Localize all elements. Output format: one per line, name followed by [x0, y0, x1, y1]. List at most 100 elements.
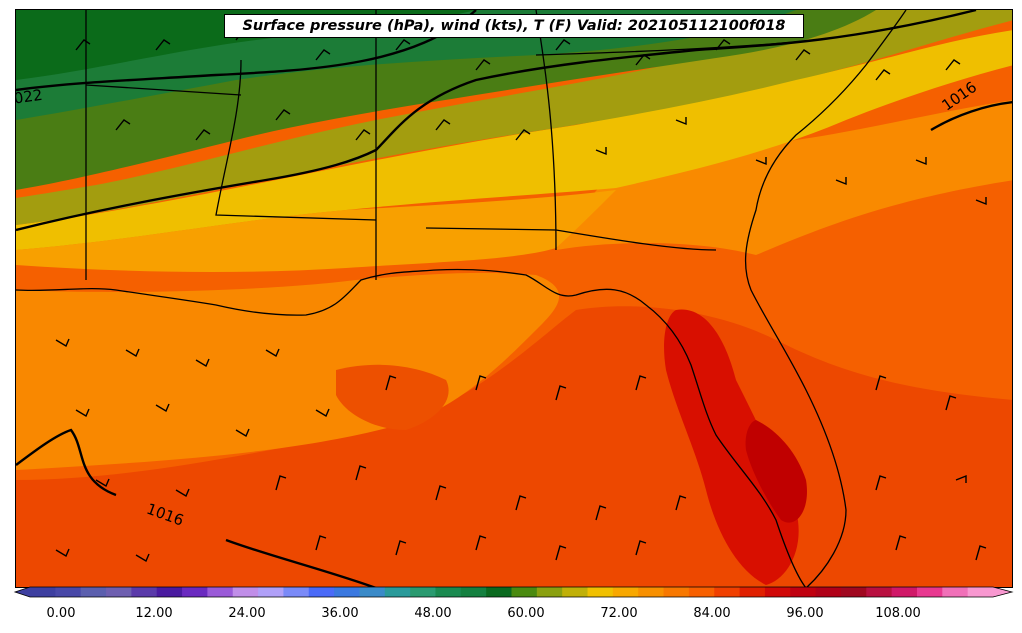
wind-barb: [95, 478, 110, 488]
wind-barb: [755, 157, 767, 166]
wind-barb: [395, 39, 411, 51]
colorbar-swatch: [790, 587, 817, 597]
wind-barb: [265, 348, 280, 358]
isobar-label-1022: 022: [16, 86, 44, 108]
colorbar-swatch: [638, 587, 665, 597]
wind-barb: [55, 338, 70, 348]
colorbar-swatch: [156, 587, 183, 597]
colorbar-swatch: [764, 587, 791, 597]
wind-barb: [395, 540, 407, 556]
wind-barb: [75, 39, 91, 51]
wind-barb: [195, 129, 211, 141]
temperature-band-orange-light: [16, 190, 616, 272]
colorbar-tick-label: 24.00: [228, 606, 266, 621]
wind-barb: [355, 465, 367, 481]
wind-barb: [235, 428, 250, 438]
colorbar-swatch: [714, 587, 741, 597]
colorbar-swatch: [384, 587, 411, 597]
colorbar: [13, 586, 1014, 598]
wind-barb: [55, 548, 70, 558]
geographic-boundaries: [16, 10, 907, 587]
colorbar-tick-label: 12.00: [135, 606, 173, 621]
colorbar-swatch: [460, 587, 487, 597]
state-line-ar-la: [85, 84, 242, 96]
wind-barb: [975, 197, 987, 206]
colorbar-tick-label: 60.00: [507, 606, 545, 621]
colorbar-swatch: [511, 587, 538, 597]
wind-barb: [555, 545, 567, 561]
map-panel: 1016 1016 022: [15, 9, 1013, 588]
isobar-south: [225, 538, 377, 587]
colorbar-swatch: [131, 587, 158, 597]
state-line-ms-la: [215, 59, 377, 221]
wind-barb: [715, 39, 731, 51]
isobar-north: [16, 10, 977, 232]
wind-barb: [435, 485, 447, 501]
wind-barb: [385, 375, 397, 391]
colorbar-swatch: [663, 587, 690, 597]
wind-barb: [115, 119, 131, 131]
colorbar-swatch: [891, 587, 918, 597]
wind-barb: [895, 535, 907, 551]
colorbar-swatch: [182, 587, 208, 597]
isobar-east: [930, 101, 1012, 132]
colorbar-swatch: [283, 587, 310, 597]
wind-barb: [135, 553, 150, 563]
colorbar-swatch: [562, 587, 589, 597]
wind-barb: [875, 69, 891, 81]
wind-barb: [355, 129, 371, 141]
colorbar-swatch: [536, 587, 563, 597]
wind-barb: [75, 408, 90, 418]
wind-barb: [155, 39, 171, 51]
temperature-band-red-orange-west: [336, 364, 449, 430]
colorbar-swatch: [410, 587, 436, 597]
coastline-gulf: [16, 268, 807, 587]
colorbar-swatch: [80, 587, 107, 597]
wind-barb: [275, 109, 291, 121]
wind-barb: [675, 117, 687, 126]
colorbar-swatch: [486, 587, 512, 597]
wind-barb: [155, 403, 170, 413]
wind-barb: [915, 157, 927, 166]
temperature-band-orange: [16, 272, 560, 470]
map-title: Surface pressure (hPa), wind (kts), T (F…: [224, 14, 804, 38]
wind-barb: [175, 488, 190, 498]
colorbar-extend-high: [993, 587, 1012, 597]
colorbar-swatch: [967, 587, 994, 597]
wind-barb: [835, 177, 847, 186]
colorbar-swatch: [55, 587, 82, 597]
colorbar-swatch: [587, 587, 614, 597]
wind-barb: [515, 129, 531, 141]
colorbar-swatch: [30, 587, 56, 597]
temperature-fill: [16, 10, 1012, 587]
colorbar-tick-label: 48.00: [414, 606, 452, 621]
wind-barb: [125, 348, 140, 358]
colorbar-tick-label: 96.00: [786, 606, 824, 621]
wind-barb: [595, 505, 607, 521]
colorbar-swatch: [359, 587, 386, 597]
colorbar-swatch: [258, 587, 284, 597]
wind-barb: [635, 375, 647, 391]
wind-barb: [975, 545, 987, 561]
state-line-fl-ga: [425, 227, 717, 251]
colorbar-swatch: [840, 587, 867, 597]
wind-barb: [515, 495, 527, 511]
colorbar-swatch: [866, 587, 893, 597]
wind-barb: [955, 474, 967, 483]
wind-barb: [945, 395, 957, 411]
isobar-northwest: [16, 10, 477, 92]
colorbar-swatch: [612, 587, 639, 597]
wind-barb: [195, 358, 210, 368]
wind-barb: [555, 39, 571, 51]
colorbar-swatch: [739, 587, 766, 597]
wind-barb: [875, 475, 887, 491]
wind-barbs: [55, 29, 987, 563]
temperature-band-red-florida: [664, 309, 799, 585]
temperature-band-orange-north: [556, 100, 1012, 255]
isobar-southwest: [16, 428, 117, 497]
colorbar-swatch: [106, 587, 132, 597]
wind-barb: [635, 540, 647, 556]
wind-barb: [555, 385, 567, 401]
colorbar-swatch: [207, 587, 234, 597]
colorbar-tick-label: 84.00: [693, 606, 731, 621]
